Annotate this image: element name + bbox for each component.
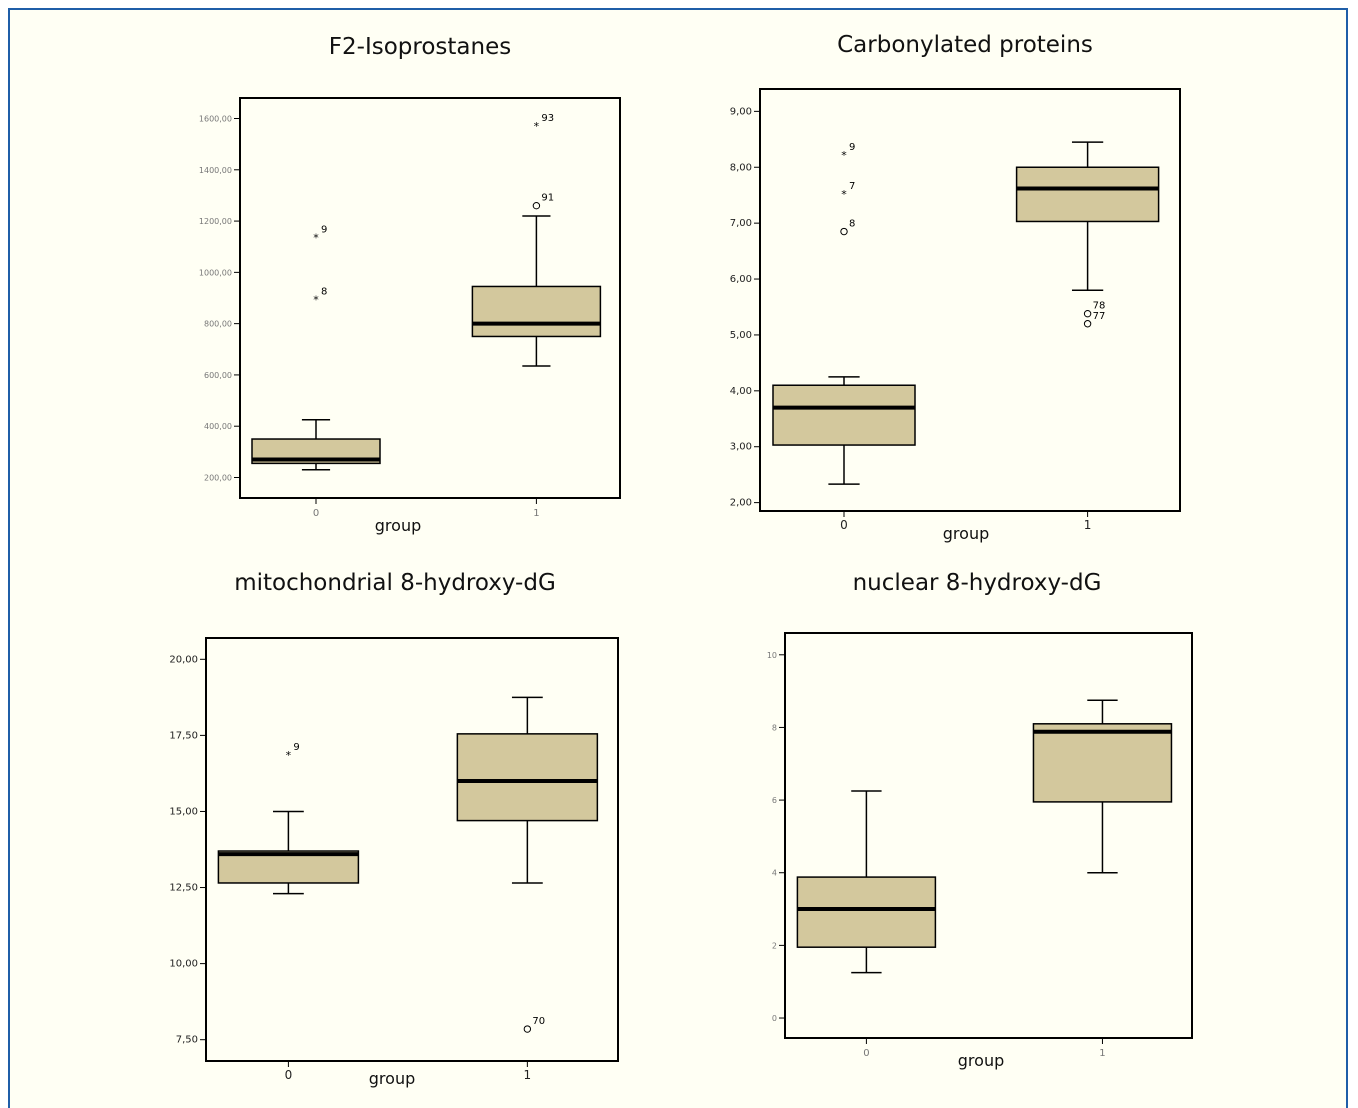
outlier-label: 9 <box>849 142 855 153</box>
y-tick-label: 800,00 <box>204 320 232 329</box>
y-tick-label: 0 <box>772 1014 777 1023</box>
x-axis-label: group <box>368 1069 416 1088</box>
x-tick-label: 0 <box>840 518 848 532</box>
boxplot-chart: 200,00 400,00 600,00 800,00 1000,00 1200,00 14… <box>199 97 621 519</box>
y-tick-label: 3,00 <box>730 442 752 453</box>
box-group-0 <box>217 850 360 884</box>
outlier-label: 9 <box>321 225 327 236</box>
y-tick-label: 2 <box>772 941 777 950</box>
chart-panel-f2-isoprostanes: F2-Isoprostanes 200,00 400,00 600,00 800,00… <box>140 24 700 564</box>
y-tick-label: 9,00 <box>730 106 752 117</box>
outlier-marker-star: * <box>841 188 847 201</box>
chart-panel-carbonylated-proteins: Carbonylated proteins 2,00 3,00 4,00 5,00 6,… <box>685 24 1245 564</box>
outlier-marker-circle <box>1083 320 1092 328</box>
y-tick-label: 20,00 <box>169 654 198 665</box>
y-tick-label: 15,00 <box>169 806 198 817</box>
x-tick-label: 0 <box>863 1048 869 1059</box>
plot-area-border <box>205 637 619 1062</box>
x-axis-label: group <box>942 524 990 543</box>
y-tick-label: 2,00 <box>730 498 752 509</box>
y-tick-label: 4,00 <box>730 386 752 397</box>
plot-area-border <box>239 97 621 499</box>
box-group-1 <box>456 733 599 822</box>
x-tick-label: 1 <box>524 1068 532 1082</box>
outlier-marker-circle <box>840 227 848 236</box>
y-tick-label: 12,50 <box>169 883 198 894</box>
y-tick-label: 600,00 <box>204 371 232 380</box>
outlier-label: 91 <box>541 193 554 204</box>
box-group-1 <box>1015 166 1160 223</box>
y-tick-label: 400,00 <box>204 422 232 431</box>
box-group-0 <box>796 876 937 948</box>
outlier-label: 78 <box>1093 301 1106 312</box>
outlier-label: 8 <box>321 286 327 297</box>
x-tick-label: 0 <box>285 1068 293 1082</box>
outlier-marker-circle <box>523 1025 532 1033</box>
y-tick-label: 200,00 <box>204 473 232 482</box>
y-tick-label: 6,00 <box>730 274 752 285</box>
plot-area-border <box>784 632 1193 1039</box>
chart-title: F2-Isoprostanes <box>328 34 512 60</box>
y-tick-label: 1400,00 <box>199 166 232 175</box>
outlier-label: 7 <box>849 181 855 192</box>
boxplot-chart: 7,50 10,00 12,50 15,00 17,50 20,00 0 1 *9 70 <box>169 637 619 1082</box>
chart-title: Carbonylated proteins <box>837 32 1093 58</box>
outlier-marker-star: * <box>534 120 540 133</box>
chart-panel-mitochondrial-8-hydroxy-dg: mitochondrial 8-hydroxy-dG 7,50 10,00 12,5… <box>140 564 700 1104</box>
y-tick-label: 10 <box>767 651 777 660</box>
y-tick-label: 8 <box>772 723 777 732</box>
outlier-marker-circle <box>1083 309 1092 318</box>
box-group-0 <box>772 384 916 446</box>
x-tick-label: 1 <box>1084 518 1092 532</box>
boxplot-chart: 0 2 4 6 8 10 0 1 <box>767 632 1193 1059</box>
outlier-label: 70 <box>532 1016 545 1027</box>
y-tick-label: 10,00 <box>169 959 198 970</box>
chart-title: mitochondrial 8-hydroxy-dG <box>234 570 556 596</box>
y-tick-label: 7,00 <box>730 218 752 229</box>
figure-frame: F2-Isoprostanes 200,00 400,00 600,00 800,00… <box>8 8 1348 1108</box>
outlier-marker-star: * <box>841 149 847 162</box>
y-tick-label: 5,00 <box>730 330 752 341</box>
outlier-marker-star: * <box>286 749 292 762</box>
x-tick-label: 1 <box>533 508 539 519</box>
chart-panel-nuclear-8-hydroxy-dg: nuclear 8-hydroxy-dG 0 2 4 6 8 10 0 1 group <box>685 564 1245 1104</box>
box-group-1 <box>1032 723 1173 803</box>
chart-title: nuclear 8-hydroxy-dG <box>852 570 1102 596</box>
x-tick-label: 1 <box>1099 1048 1105 1059</box>
outlier-label: 8 <box>849 219 855 230</box>
y-tick-label: 17,50 <box>169 730 198 741</box>
outlier-label: 9 <box>293 742 299 753</box>
boxplot-chart: 2,003,004,005,006,007,008,009,000 1*9*787… <box>730 88 1181 532</box>
outlier-label: 77 <box>1093 311 1106 322</box>
y-tick-label: 1200,00 <box>199 217 232 226</box>
y-tick-label: 8,00 <box>730 162 752 173</box>
y-tick-label: 4 <box>772 869 777 878</box>
outlier-marker-star: * <box>313 232 319 245</box>
x-axis-label: group <box>374 516 422 535</box>
y-tick-label: 1000,00 <box>199 268 232 277</box>
x-axis-label: group <box>957 1051 1005 1070</box>
y-tick-label: 7,50 <box>176 1035 198 1046</box>
outlier-marker-circle <box>532 201 541 210</box>
y-tick-label: 6 <box>772 796 777 805</box>
outlier-marker-star: * <box>313 293 319 306</box>
box-group-1 <box>471 285 602 338</box>
plot-area-border <box>759 88 1181 512</box>
y-tick-label: 1600,00 <box>199 115 232 124</box>
outlier-label: 93 <box>541 113 554 124</box>
x-tick-label: 0 <box>313 508 319 519</box>
